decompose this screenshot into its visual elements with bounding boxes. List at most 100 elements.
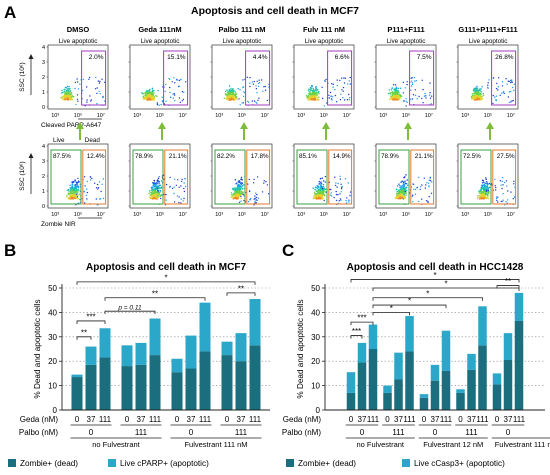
scatter-point [94, 88, 97, 90]
scatter-point [483, 193, 486, 196]
scatter-point [229, 90, 231, 92]
scatter-point [309, 91, 311, 93]
scatter-point [226, 89, 228, 91]
scatter-point [101, 78, 103, 80]
scatter-point [67, 90, 70, 92]
gate-percent-live: 82.2% [217, 153, 235, 160]
bar-apoptotic [221, 341, 233, 356]
y-axis-label: % Dead and apoptotic cells [296, 299, 305, 398]
scatter-point [63, 88, 66, 90]
scatter-point [510, 90, 512, 93]
scatter-point [161, 96, 163, 99]
scatter-point [183, 182, 185, 184]
scatter-point [248, 178, 250, 181]
scatter-point [334, 94, 337, 97]
scatter-point [486, 193, 489, 196]
scatter-point [101, 183, 103, 185]
scatter-point [253, 100, 256, 102]
scatter-point [71, 183, 73, 186]
scatter-point [76, 191, 78, 194]
scatter-point [156, 181, 158, 184]
scatter-point [335, 193, 338, 196]
scatter-point [261, 191, 264, 193]
scatter-point [410, 77, 412, 79]
scatter-point [247, 100, 249, 103]
bar-apoptotic [121, 345, 133, 367]
scatter-point [396, 188, 398, 191]
panel-c: C Apoptosis and cell death in HCC1428 0 10 2… [282, 241, 550, 468]
gate-label: Live apoptotic [469, 38, 508, 45]
scatter-point [254, 202, 256, 204]
scatter-point [309, 95, 311, 97]
scatter-point [339, 198, 342, 200]
scatter-point [406, 179, 408, 181]
scatter-point [89, 179, 92, 181]
scatter-point [225, 97, 228, 99]
scatter-point [255, 101, 257, 103]
scatter-point [406, 184, 409, 187]
scatter-point [501, 81, 504, 83]
scatter-point [318, 189, 320, 192]
geda-value: 0 [495, 415, 500, 424]
x-axis-label: Cleaved PARP-A647 [41, 122, 102, 129]
scatter-point [76, 185, 79, 187]
scatter-point [485, 193, 487, 195]
row-link-arrowhead [76, 122, 84, 129]
scatter-point [478, 198, 481, 200]
scatter-point [64, 96, 67, 99]
scatter-point [477, 93, 480, 96]
scatter-point [104, 81, 106, 84]
scatter-point [165, 83, 167, 86]
column-title: G111+P111+F111 [458, 25, 517, 34]
scatter-point [153, 194, 156, 196]
scatter-point [169, 86, 171, 89]
scatter-point [413, 188, 415, 191]
scatter-point [311, 89, 314, 92]
flow-plot: 10³ 10⁵ 10⁷ 78.9% 21.1% [374, 143, 437, 218]
scatter-point [500, 184, 502, 186]
scatter-point [173, 77, 175, 79]
scatter-point [388, 92, 391, 94]
scatter-point [226, 91, 229, 94]
scatter-point [232, 87, 234, 90]
geda-value: 0 [349, 415, 354, 424]
scatter-point [492, 94, 494, 97]
scatter-point [393, 95, 395, 97]
scatter-point [513, 183, 515, 185]
scatter-point [314, 195, 317, 198]
scatter-point [234, 91, 236, 93]
scatter-point [472, 92, 475, 95]
scatter-point [224, 93, 227, 95]
scatter-point [398, 183, 400, 185]
significance-label: ** [238, 284, 244, 293]
scatter-point [496, 199, 498, 202]
scatter-point [176, 78, 178, 81]
bar-apoptotic [149, 318, 161, 356]
scatter-point [234, 98, 236, 100]
scatter-point [339, 193, 341, 195]
scatter-point [257, 197, 260, 199]
scatter-point [156, 179, 159, 181]
scatter-point [421, 184, 423, 186]
scatter-point [183, 197, 185, 200]
scatter-point [507, 190, 509, 192]
scatter-point [428, 195, 430, 198]
scatter-point [419, 188, 421, 191]
scatter-point [349, 195, 351, 197]
significance-bracket [76, 336, 92, 340]
scatter-point [262, 90, 264, 92]
gate-live-apoptotic [327, 50, 353, 106]
legend-label-dead: Zombie+ (dead) [20, 459, 78, 468]
significance-bracket [350, 279, 520, 283]
gate-percent-live: 72.5% [463, 153, 481, 160]
scatter-point [164, 90, 166, 93]
scatter-point [100, 198, 102, 200]
scatter-point [242, 95, 245, 98]
y-axis-label: SSC (10⁶) [19, 62, 26, 91]
scatter-point [315, 99, 318, 101]
scatter-point [184, 178, 186, 180]
scatter-point [320, 181, 322, 183]
scatter-point [250, 197, 252, 200]
scatter-point [256, 92, 258, 94]
gate-percent-dead: 14.9% [333, 153, 351, 160]
